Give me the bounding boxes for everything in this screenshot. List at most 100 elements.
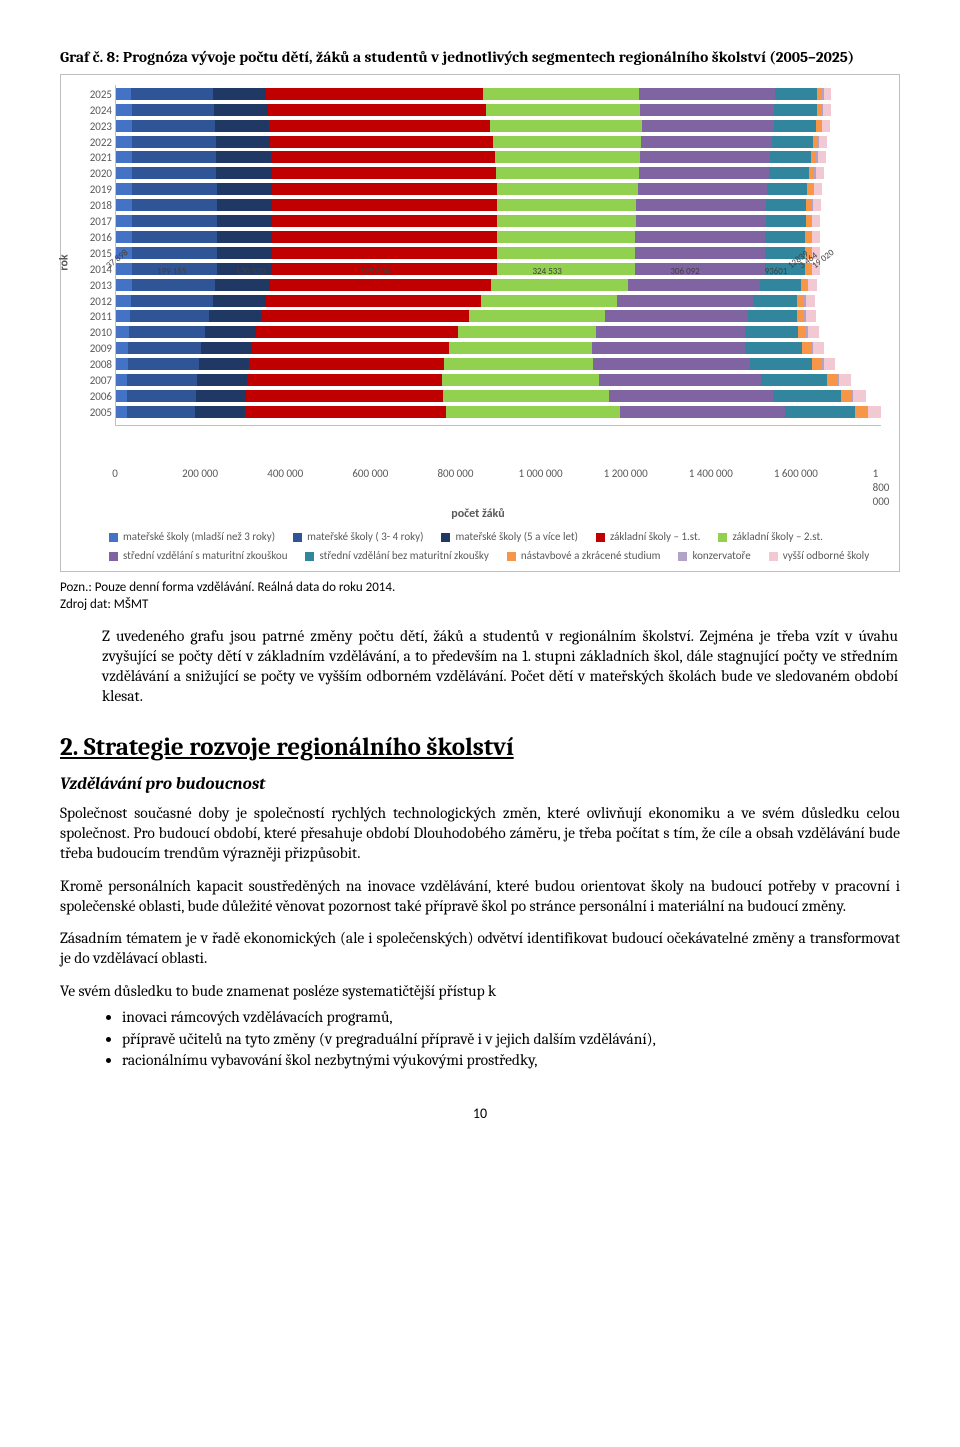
bar-segment <box>769 167 809 179</box>
bar-segment <box>116 247 132 259</box>
bar-segment <box>217 183 272 195</box>
legend-swatch <box>441 533 450 542</box>
bar-segment <box>806 310 816 322</box>
bar-segment <box>127 406 196 418</box>
bar-segment <box>116 406 127 418</box>
bar-segment <box>745 342 802 354</box>
gridline <box>881 85 882 425</box>
bar-row <box>116 247 881 259</box>
bar-segment <box>131 88 213 100</box>
bar-segment <box>745 326 798 338</box>
x-tick-label: 800 000 <box>437 467 473 481</box>
legend-item: konzervatoře <box>678 549 750 563</box>
bar-segment <box>497 247 635 259</box>
bar-row <box>116 183 881 195</box>
bar-row <box>116 136 881 148</box>
bar-segment <box>213 295 267 307</box>
bar-segment <box>635 263 765 275</box>
bar-segment <box>766 215 806 227</box>
bar-segment <box>256 326 458 338</box>
legend-swatch <box>109 552 118 561</box>
bar-segment <box>132 247 217 259</box>
chart-plot-area: rok 202520242023202220212020201920182017… <box>65 81 891 465</box>
bar-segment <box>213 88 267 100</box>
bar-segment <box>116 215 132 227</box>
bar-segment <box>116 120 132 132</box>
bar-segment <box>812 231 820 243</box>
bar-segment <box>132 279 216 291</box>
bar-segment <box>765 263 805 275</box>
bar-segment <box>813 342 824 354</box>
bar-segment <box>132 215 217 227</box>
legend-swatch <box>305 552 314 561</box>
bar-segment <box>272 167 497 179</box>
paragraph-3: Kromě personálních kapacit soustředěných… <box>60 877 900 917</box>
bar-segment <box>469 310 605 322</box>
y-tick-label: 2005 <box>80 406 112 420</box>
y-tick-label: 2024 <box>80 104 112 118</box>
x-tick-label: 1 800 000 <box>873 467 890 509</box>
bar-segment <box>217 263 272 275</box>
bar-segment <box>458 326 596 338</box>
paragraph-chart-commentary: Z uvedeného grafu jsou patrné změny počt… <box>102 627 898 706</box>
bar-segment <box>131 295 213 307</box>
bar-row <box>116 104 881 116</box>
bar-segment <box>269 120 490 132</box>
x-tick-label: 1 000 000 <box>519 467 563 481</box>
legend-label: mateřské školy ( 3- 4 roky) <box>307 530 423 544</box>
bar-segment <box>199 358 249 370</box>
legend-swatch <box>718 533 727 542</box>
bar-segment <box>272 199 497 211</box>
bar-segment <box>773 390 841 402</box>
chart-footnote: Pozn.: Pouze denní forma vzdělávání. Reá… <box>60 580 900 614</box>
bar-segment <box>116 358 128 370</box>
bar-segment <box>252 342 450 354</box>
bar-segment <box>812 215 820 227</box>
bar-segment <box>592 342 745 354</box>
bar-segment <box>195 406 244 418</box>
legend-item: nástavbové a zkrácené studium <box>507 549 661 563</box>
bar-segment <box>481 295 617 307</box>
bar-segment <box>496 167 639 179</box>
bar-segment <box>609 390 773 402</box>
bar-segment <box>798 326 806 338</box>
bullet-item: racionálnímu vybavování škol nezbytnými … <box>122 1051 900 1071</box>
legend-item: mateřské školy ( 3- 4 roky) <box>293 530 423 544</box>
bar-segment <box>772 136 813 148</box>
y-tick-label: 2018 <box>80 199 112 213</box>
bar-segment <box>640 104 774 116</box>
bar-row <box>116 279 881 291</box>
bar-row <box>116 151 881 163</box>
bar-segment <box>753 295 798 307</box>
bar-segment <box>824 358 836 370</box>
bar-segment <box>822 120 830 132</box>
bar-segment <box>635 247 765 259</box>
legend-item: mateřské školy (5 a více let) <box>441 530 578 544</box>
bullet-list: inovaci rámcových vzdělávacích programů,… <box>60 1008 900 1071</box>
bar-segment <box>635 231 765 243</box>
y-tick-label: 2025 <box>80 88 112 102</box>
bar-segment <box>217 247 272 259</box>
bar-segment <box>444 358 593 370</box>
bar-segment <box>116 151 132 163</box>
y-tick-label: 2013 <box>80 279 112 293</box>
bar-segment <box>599 374 761 386</box>
y-axis-label: rok <box>57 254 72 270</box>
bar-segment <box>868 406 881 418</box>
bar-segment <box>116 342 128 354</box>
section-subheading: Vzdělávání pro budoucnost <box>60 774 900 796</box>
bar-segment <box>116 279 132 291</box>
x-tick-label: 1 600 000 <box>774 467 818 481</box>
bar-row <box>116 358 881 370</box>
bar-segment <box>638 183 768 195</box>
bar-segment <box>497 215 636 227</box>
y-tick-label: 2017 <box>80 215 112 229</box>
footnote-line1: Pozn.: Pouze denní forma vzdělávání. Reá… <box>60 580 395 595</box>
bar-segment <box>116 310 130 322</box>
bar-segment <box>750 358 812 370</box>
bar-segment <box>449 342 591 354</box>
legend-label: vyšší odborné školy <box>783 549 870 563</box>
bar-segment <box>495 151 640 163</box>
bar-segment <box>490 120 641 132</box>
bar-segment <box>816 167 824 179</box>
